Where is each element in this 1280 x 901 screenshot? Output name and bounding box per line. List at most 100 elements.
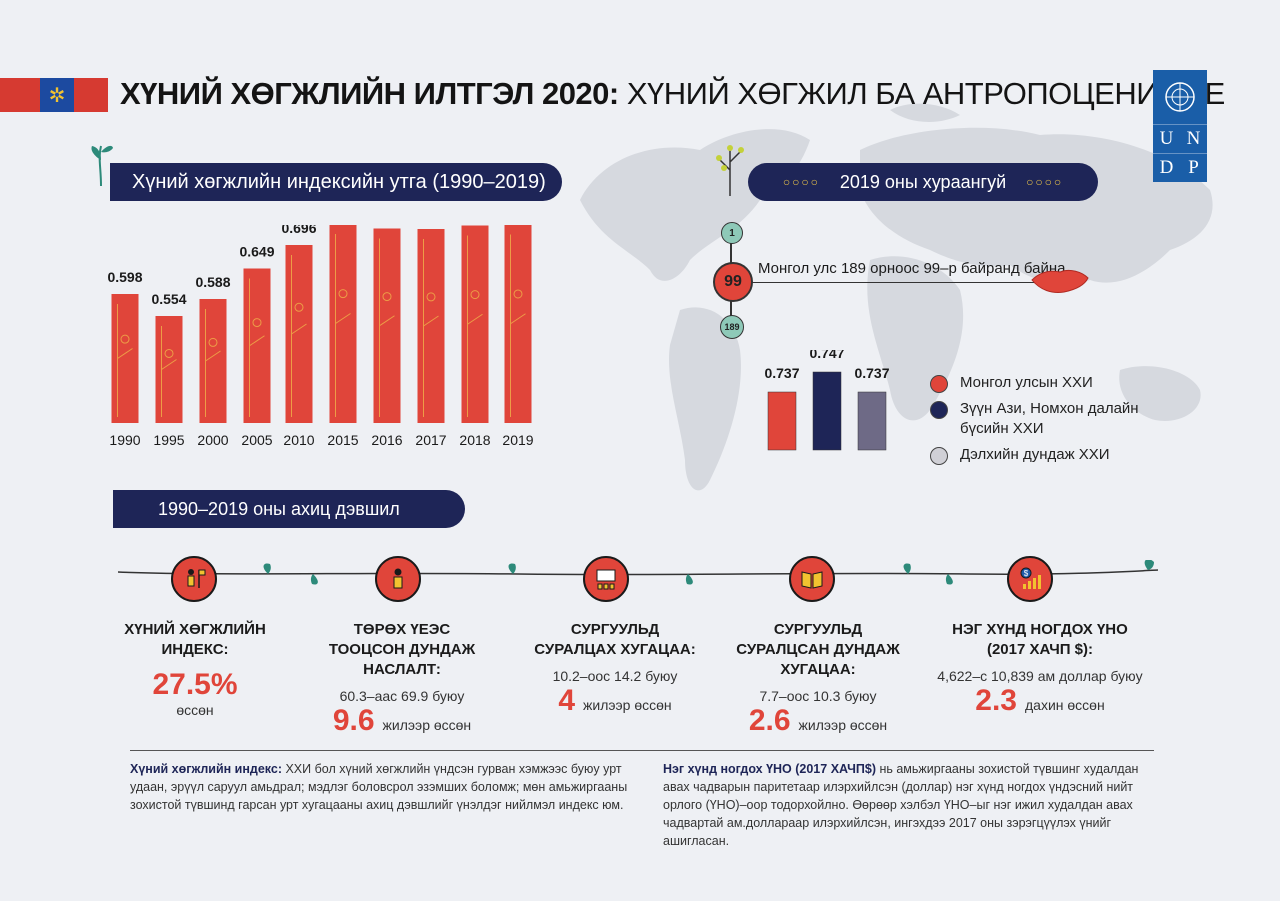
mongolia-map-icon xyxy=(1031,269,1089,293)
hdi-value-label: 0.554 xyxy=(151,291,186,307)
hdi-year-label: 2017 xyxy=(415,432,446,448)
comparison-bar xyxy=(857,391,887,451)
legend-swatch xyxy=(930,375,948,393)
hdi-bar xyxy=(155,316,183,423)
legend-label: Монгол улсын ХХИ xyxy=(960,374,1093,391)
hdi-bar xyxy=(373,228,401,423)
legend-swatch xyxy=(930,447,948,465)
note-gni: Нэг хүнд ногдох ҮНО (2017 ХАЧП$) нь амьж… xyxy=(663,760,1163,850)
classroom-icon xyxy=(583,556,629,602)
stat-detail: 10.2–оос 14.2 буюу xyxy=(552,668,678,684)
summary-section-title: ○○○○ 2019 оны хураангуй ○○○○ xyxy=(748,163,1098,201)
stat-heading: НЭГ ХҮНД НОГДОХ ҮНО (2017 ХАЧП $): xyxy=(952,621,1128,658)
title-main: ХҮНИЙ ХӨГЖЛИЙН ИЛТГЭЛ 2020: xyxy=(120,76,619,111)
branch-icon xyxy=(716,145,744,196)
stat-heading: СУРГУУЛЬД СУРАЛЦАХ ХУГАЦАА: xyxy=(534,621,696,658)
comparison-value-label: 0.737 xyxy=(764,365,799,381)
bar-pattern xyxy=(249,278,265,417)
sprout-icon xyxy=(91,145,113,186)
stat-detail: 7.7–оос 10.3 буюу xyxy=(759,688,877,704)
stat-suffix: жилээр өссөн xyxy=(382,717,472,733)
dots-right-icon: ○○○○ xyxy=(1026,175,1064,189)
undp-logo: U N D P xyxy=(1153,70,1207,182)
progress-section-title: 1990–2019 оны ахиц дэвшил xyxy=(113,490,465,528)
mongolia-flag-strip: ✲ xyxy=(0,78,108,112)
stat-detail: 4,622–с 10,839 ам доллар буюу xyxy=(937,668,1143,684)
hdi-bar xyxy=(461,225,489,423)
hdi-year-label: 2005 xyxy=(241,432,272,448)
note-term: Хүний хөгжлийн индекс: xyxy=(130,762,282,776)
comparison-bar-chart: 0.737 0.747 0.737 xyxy=(764,350,890,451)
legend-label: Дэлхийн дундаж ХХИ xyxy=(960,446,1110,463)
soyombo-icon: ✲ xyxy=(48,84,66,107)
note-term: Нэг хүнд ногдох ҮНО (2017 ХАЧП$) xyxy=(663,762,876,776)
stat-heading: ТӨРӨХ ҮЕЭС ТООЦСОН ДУНДАЖ НАСЛАЛТ: xyxy=(328,621,476,678)
page-title: ХҮНИЙ ХӨГЖЛИЙН ИЛТГЭЛ 2020: ХҮНИЙ ХӨГЖИЛ… xyxy=(120,76,1225,112)
hdi-bar xyxy=(285,245,313,423)
rank-text: Монгол улс 189 орноос 99–р байранд байна xyxy=(758,260,1066,277)
stat-value: 9.6 xyxy=(332,704,375,737)
hdi-year-label: 2016 xyxy=(371,432,402,448)
hdi-year-label: 2018 xyxy=(459,432,490,448)
income-chart-icon: $ xyxy=(1007,556,1053,602)
person-icon xyxy=(375,556,421,602)
stat-value: 2.3 xyxy=(975,684,1017,717)
hdi-year-label: 1990 xyxy=(109,432,140,448)
note-text: нь амьжиргааны зохистой түвшинг худалдан… xyxy=(663,762,1139,848)
stat-gni-per-capita: НЭГ ХҮНД НОГДОХ ҮНО (2017 ХАЧП $): 4,622… xyxy=(920,620,1160,718)
hdi-value-label: 0.598 xyxy=(107,269,142,285)
world-map xyxy=(580,103,1213,491)
hdi-bar xyxy=(111,294,139,423)
bar-pattern xyxy=(291,255,307,417)
bar-pattern xyxy=(205,309,221,417)
comparison-legend: Монгол улсын ХХИ Зүүн Ази, Номхон далайн… xyxy=(930,373,1145,471)
hdi-value-label: 0.588 xyxy=(195,274,230,290)
hdi-year-label: 2010 xyxy=(283,432,314,448)
legend-label: Зүүн Ази, Номхон далайн бүсийн ХХИ xyxy=(960,400,1139,437)
hdi-value-label: 0.696 xyxy=(281,225,316,236)
stat-heading: ХҮНИЙ ХӨГЖЛИЙН ИНДЕКС: xyxy=(124,621,266,658)
legend-swatch xyxy=(930,401,948,419)
bar-pattern xyxy=(423,239,439,417)
hdi-bar xyxy=(504,225,532,423)
stat-suffix: жилээр өссөн xyxy=(583,697,672,713)
hdi-year-label: 2019 xyxy=(502,432,533,448)
comparison-bar xyxy=(767,391,797,451)
hdi-bar xyxy=(243,268,271,423)
summary-title-text: 2019 оны хураангуй xyxy=(839,171,1007,192)
stat-suffix: жилээр өссөн xyxy=(798,717,888,733)
bar-pattern xyxy=(161,326,177,417)
comparison-bar xyxy=(812,371,842,451)
note-hdi: Хүний хөгжлийн индекс: ХХИ бол хүний хөг… xyxy=(130,760,630,814)
person-flag-icon xyxy=(171,556,217,602)
bar-pattern xyxy=(467,235,483,417)
logo-letter-d: D xyxy=(1153,153,1180,182)
hdi-bar xyxy=(329,225,357,423)
svg-text:$: $ xyxy=(1024,569,1029,578)
stat-life-expectancy: ТӨРӨХ ҮЕЭС ТООЦСОН ДУНДАЖ НАСЛАЛТ: 60.3–… xyxy=(292,620,512,738)
stat-detail: 60.3–аас 69.9 буюу xyxy=(339,688,465,704)
hdi-year-label: 2000 xyxy=(197,432,228,448)
stat-value: 4 xyxy=(558,684,576,717)
stat-mean-schooling: СУРГУУЛЬД СУРАЛЦСАН ДУНДАЖ ХУГАЦАА: 7.7–… xyxy=(708,620,928,738)
stat-heading: СУРГУУЛЬД СУРАЛЦСАН ДУНДАЖ ХУГАЦАА: xyxy=(736,621,900,678)
logo-letter-n: N xyxy=(1180,124,1207,153)
rank-connector-line xyxy=(745,282,1055,283)
bar-pattern xyxy=(117,304,133,417)
logo-letter-p: P xyxy=(1180,153,1207,182)
comparison-value-label: 0.737 xyxy=(854,365,889,381)
hdi-section-title: Хүний хөгжлийн индексийн утга (1990–2019… xyxy=(110,163,562,201)
stat-expected-schooling: СУРГУУЛЬД СУРАЛЦАХ ХУГАЦАА: 10.2–оос 14.… xyxy=(505,620,725,718)
rank-bottom-circle: 189 xyxy=(720,315,744,339)
hdi-bar xyxy=(417,229,445,423)
bar-pattern xyxy=(510,234,526,417)
stat-value: 27.5% xyxy=(152,668,238,701)
title-sub: ХҮНИЙ ХӨГЖИЛ БА АНТРОПОЦЕНИЙ ҮЕ xyxy=(626,76,1225,111)
rank-current-circle: 99 xyxy=(713,262,753,302)
hdi-bar-chart: 0.598 1990 0.554 1995 0.588 2000 0.649 2005 0.69… xyxy=(107,225,534,448)
bar-pattern xyxy=(379,238,395,417)
logo-letter-u: U xyxy=(1153,124,1180,153)
un-emblem-icon xyxy=(1153,70,1207,124)
note-text: ХХИ бол хүний хөгжлийн үндсэн гурван хэм… xyxy=(130,762,628,812)
legend-item-mongolia: Монгол улсын ХХИ xyxy=(930,373,1145,393)
